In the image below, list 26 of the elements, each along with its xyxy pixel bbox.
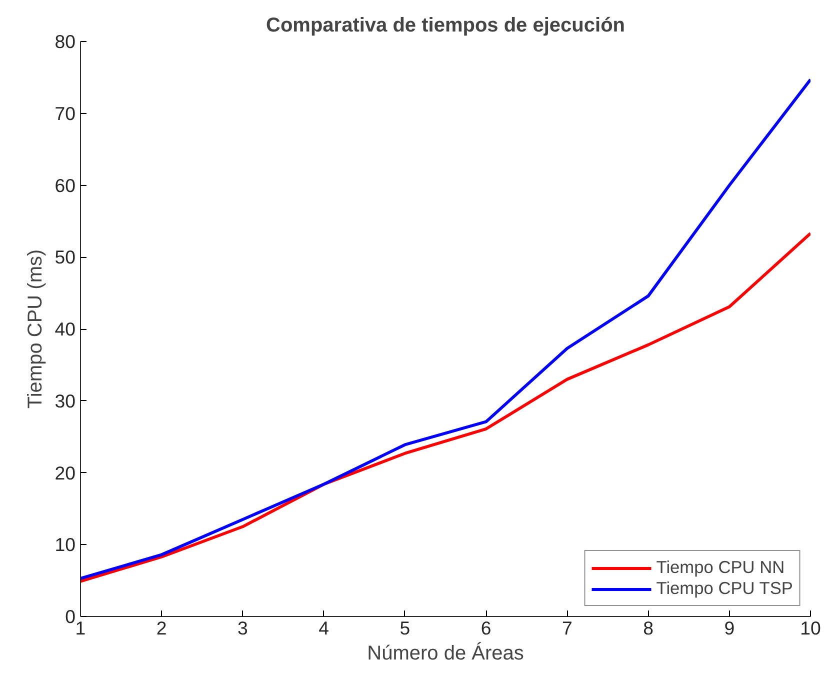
y-tick-label: 50 (54, 246, 76, 268)
line-series (80, 78, 810, 580)
x-tick-label: 1 (75, 618, 86, 638)
y-tick-label: 70 (54, 102, 76, 124)
x-tick-label: 3 (238, 618, 248, 638)
y-tick-label: 60 (54, 174, 76, 196)
x-tick-label: 9 (724, 618, 735, 638)
y-axis-title: Tiempo CPU (ms) (24, 249, 47, 409)
y-tick-label: 40 (54, 318, 76, 340)
x-tick-label: 8 (643, 618, 654, 638)
x-tick-label: 7 (562, 618, 572, 638)
y-tick-label: 80 (54, 31, 76, 52)
line-series (80, 232, 810, 583)
x-axis-title: Número de Áreas (367, 642, 524, 664)
x-tick-label: 5 (400, 618, 410, 638)
x-tick-label: 10 (800, 618, 821, 638)
chart-title: Comparativa de tiempos de ejecución (266, 14, 626, 36)
legend-label: Tiempo CPU TSP (656, 578, 793, 599)
x-tick-label: 2 (156, 618, 167, 638)
y-tick-label: 30 (54, 390, 76, 412)
y-tick-label: 10 (54, 534, 76, 556)
y-tick-label: 0 (65, 606, 76, 627)
x-tick-label: 4 (318, 618, 330, 638)
legend-label: Tiempo CPU NN (656, 557, 785, 578)
y-tick-label: 20 (54, 462, 76, 484)
x-tick-label: 6 (480, 618, 492, 638)
